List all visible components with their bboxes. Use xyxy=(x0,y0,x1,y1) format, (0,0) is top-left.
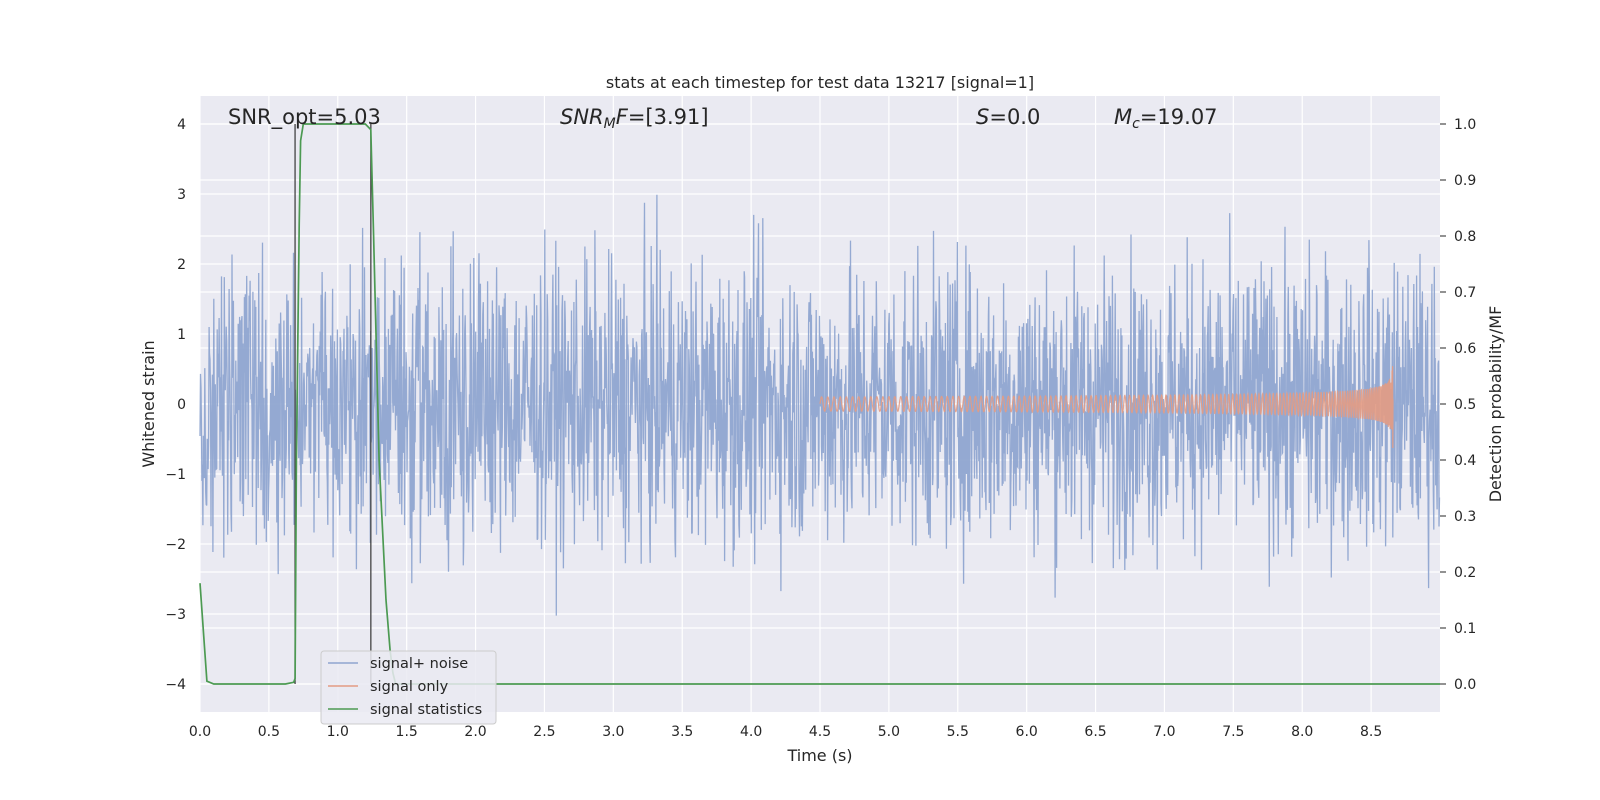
y-tick-label-right: 0.3 xyxy=(1454,509,1476,525)
annotation-s-symbol: S xyxy=(976,105,989,129)
x-tick-label: 4.0 xyxy=(740,724,762,740)
y-tick-label-left: 1 xyxy=(177,327,186,343)
y-tick-label-left: 4 xyxy=(177,117,186,133)
legend-label-statistics: signal statistics xyxy=(370,702,482,718)
x-tick-label: 4.5 xyxy=(809,724,831,740)
series-signal xyxy=(819,366,1394,449)
annotation-mc-value: =19.07 xyxy=(1140,105,1218,129)
x-tick-label: 7.5 xyxy=(1222,724,1244,740)
annotation-s-value: =0.0 xyxy=(989,105,1040,129)
x-tick-label: 3.5 xyxy=(671,724,693,740)
x-tick-label: 2.5 xyxy=(533,724,555,740)
y-tick-label-right: 0.8 xyxy=(1454,229,1476,245)
x-tick-label: 3.0 xyxy=(602,724,624,740)
x-tick-label: 0.5 xyxy=(258,724,280,740)
y-tick-label-right: 0.1 xyxy=(1454,621,1476,637)
y-tick-label-left: 0 xyxy=(177,397,186,413)
x-tick-label: 0.0 xyxy=(189,724,211,740)
y-ticks-left: −4 −3 −2 −1 0 1 2 3 4 xyxy=(165,117,186,693)
annotation-snr-mf-subscript: M xyxy=(604,116,616,132)
annotation-snr-mf-symbol2: F xyxy=(616,105,629,129)
x-tick-label: 5.0 xyxy=(878,724,900,740)
series-noise xyxy=(199,194,1441,616)
y-tick-label-left: 2 xyxy=(177,257,186,273)
y-axis-label-right: Detection probability/MF xyxy=(1486,306,1505,503)
y-tick-label-right: 0.6 xyxy=(1454,341,1476,357)
x-tick-label: 6.5 xyxy=(1084,724,1106,740)
statistics-trace xyxy=(199,123,1440,685)
annotation-mc-symbol: M xyxy=(1114,105,1132,129)
noise-trace xyxy=(199,194,1441,616)
y-axis-label-left: Whitened strain xyxy=(139,340,158,467)
legend-box xyxy=(320,650,497,725)
y-tick-label-right: 0.4 xyxy=(1454,453,1476,469)
legend-label-noise: signal+ noise xyxy=(370,656,468,672)
x-tick-label: 1.5 xyxy=(396,724,418,740)
annotation-mc-subscript: c xyxy=(1132,116,1140,132)
x-tick-label: 7.0 xyxy=(1153,724,1175,740)
annotation-snr-mf: SNRMF=[3.91] xyxy=(560,105,709,132)
annotation-snr-mf-symbol: SNR xyxy=(560,105,604,129)
series-statistics xyxy=(199,123,1440,685)
x-tick-label: 5.5 xyxy=(947,724,969,740)
y-tick-label-right: 1.0 xyxy=(1454,117,1476,133)
annotation-mc: Mc=19.07 xyxy=(1114,105,1218,132)
x-tick-label: 2.0 xyxy=(464,724,486,740)
x-tick-label: 8.0 xyxy=(1291,724,1313,740)
y-tick-label-right: 0.2 xyxy=(1454,565,1476,581)
y-tick-label-left: −1 xyxy=(165,467,186,483)
y-tick-label-left: −3 xyxy=(165,607,186,623)
y-tick-label-right: 0.0 xyxy=(1454,677,1476,693)
annotation-s: S=0.0 xyxy=(976,105,1040,129)
legend-label-signal: signal only xyxy=(370,679,449,695)
x-tick-label: 1.0 xyxy=(327,724,349,740)
x-axis-label: Time (s) xyxy=(786,746,852,765)
y-tick-label-right: 0.5 xyxy=(1454,397,1476,413)
y-tick-label-right: 0.9 xyxy=(1454,173,1476,189)
x-tick-label: 8.5 xyxy=(1360,724,1382,740)
y-ticks-right: 0.0 0.1 0.2 0.3 0.4 0.5 0.6 0.7 0.8 0.9 1.0 xyxy=(1440,117,1476,693)
legend: signal+ noise signal only signal statist… xyxy=(320,650,497,725)
y-tick-label-left: −4 xyxy=(165,677,186,693)
annotation-snr-opt: SNR_opt=5.03 xyxy=(228,105,381,130)
x-ticks: 0.0 0.5 1.0 1.5 2.0 2.5 3.0 3.5 4.0 4.5 5.0 5.5 6.0 6… xyxy=(189,724,1382,740)
x-tick-label: 6.0 xyxy=(1016,724,1038,740)
y-tick-label-right: 0.7 xyxy=(1454,285,1476,301)
annotation-snr-mf-value: =[3.91] xyxy=(628,105,709,129)
y-tick-label-left: −2 xyxy=(165,537,186,553)
signal-trace xyxy=(819,366,1394,449)
chart-title: stats at each timestep for test data 132… xyxy=(606,73,1034,92)
y-tick-label-left: 3 xyxy=(177,187,186,203)
